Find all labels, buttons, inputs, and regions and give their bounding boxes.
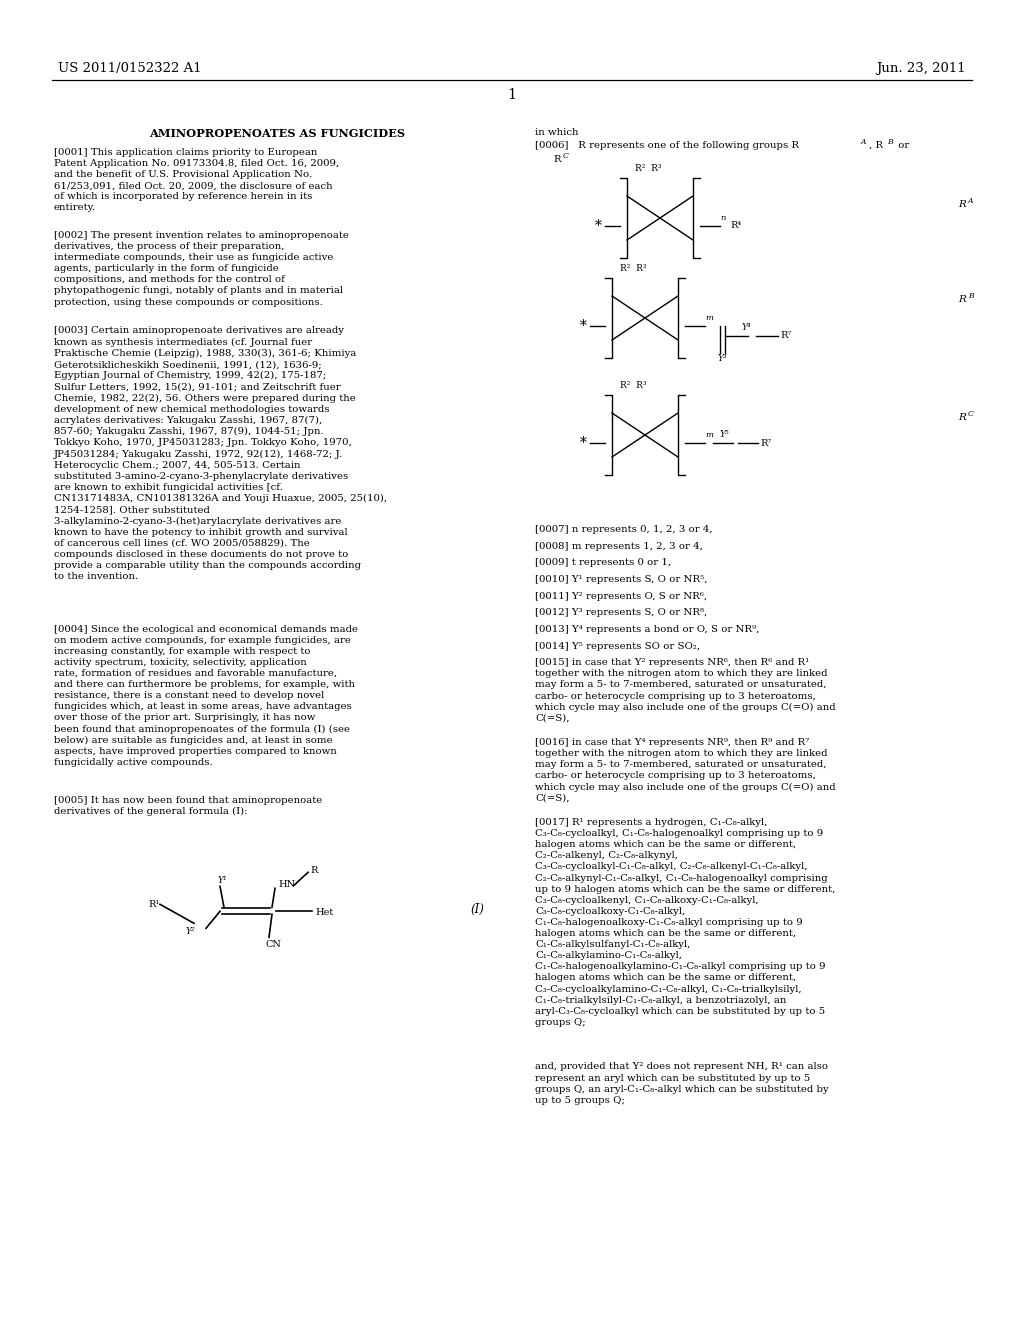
Text: C: C	[968, 411, 974, 418]
Text: [0012] Y³ represents S, O or NR⁸,: [0012] Y³ represents S, O or NR⁸,	[535, 609, 708, 618]
Text: (I): (I)	[470, 903, 484, 916]
Text: [0013] Y⁴ represents a bond or O, S or NR⁹,: [0013] Y⁴ represents a bond or O, S or N…	[535, 624, 760, 634]
Text: [0003] Certain aminopropenoate derivatives are already
known as synthesis interm: [0003] Certain aminopropenoate derivativ…	[54, 326, 387, 581]
Text: R: R	[310, 866, 317, 875]
Text: Y⁵: Y⁵	[720, 430, 730, 440]
Text: US 2011/0152322 A1: US 2011/0152322 A1	[58, 62, 202, 75]
Text: [0002] The present invention relates to aminopropenoate
derivatives, the process: [0002] The present invention relates to …	[54, 231, 349, 306]
Text: R⁴: R⁴	[730, 222, 741, 231]
Text: Y¹: Y¹	[218, 876, 227, 886]
Text: [0010] Y¹ represents S, O or NR⁵,: [0010] Y¹ represents S, O or NR⁵,	[535, 576, 708, 583]
Text: *: *	[580, 319, 587, 333]
Text: B: B	[887, 137, 893, 145]
Text: *: *	[595, 219, 602, 234]
Text: [0001] This application claims priority to European
Patent Application No. 09173: [0001] This application claims priority …	[54, 148, 339, 213]
Text: R: R	[958, 413, 966, 422]
Text: m: m	[705, 314, 713, 322]
Text: [0005] It has now been found that aminopropenoate
derivatives of the general for: [0005] It has now been found that aminop…	[54, 796, 323, 816]
Text: [0017] R¹ represents a hydrogen, C₁-C₈-alkyl,
C₃-C₈-cycloalkyl, C₁-C₈-halogenoal: [0017] R¹ represents a hydrogen, C₁-C₈-a…	[535, 818, 836, 1027]
Text: [0004] Since the ecological and economical demands made
on modem active compound: [0004] Since the ecological and economic…	[54, 624, 358, 767]
Text: R: R	[958, 201, 966, 209]
Text: and, provided that Y² does not represent NH, R¹ can also
represent an aryl which: and, provided that Y² does not represent…	[535, 1063, 828, 1105]
Text: [0008] m represents 1, 2, 3 or 4,: [0008] m represents 1, 2, 3 or 4,	[535, 541, 702, 550]
Text: *: *	[580, 436, 587, 450]
Text: [0014] Y⁵ represents SO or SO₂,: [0014] Y⁵ represents SO or SO₂,	[535, 642, 700, 651]
Text: , R: , R	[869, 141, 883, 149]
Text: AMINOPROPENOATES AS FUNGICIDES: AMINOPROPENOATES AS FUNGICIDES	[150, 128, 406, 139]
Text: B: B	[968, 292, 974, 300]
Text: Y⁴: Y⁴	[742, 323, 752, 333]
Text: Jun. 23, 2011: Jun. 23, 2011	[877, 62, 966, 75]
Text: [0006]   R represents one of the following groups R: [0006] R represents one of the following…	[535, 141, 799, 149]
Text: R⁷: R⁷	[760, 438, 771, 447]
Text: A: A	[968, 197, 974, 205]
Text: R¹: R¹	[148, 900, 160, 909]
Text: R²  R³: R² R³	[620, 381, 646, 389]
Text: in which: in which	[535, 128, 579, 137]
Text: Het: Het	[315, 908, 333, 917]
Text: [0016] in case that Y⁴ represents NR⁹, then R⁹ and R⁷
together with the nitrogen: [0016] in case that Y⁴ represents NR⁹, t…	[535, 738, 836, 803]
Text: CN: CN	[265, 940, 281, 949]
Text: R: R	[553, 154, 560, 164]
Text: [0009] t represents 0 or 1,: [0009] t represents 0 or 1,	[535, 558, 671, 568]
Text: [0015] in case that Y² represents NR⁶, then R⁶ and R¹
together with the nitrogen: [0015] in case that Y² represents NR⁶, t…	[535, 659, 836, 723]
Text: 1: 1	[508, 88, 516, 102]
Text: R²  R³: R² R³	[620, 264, 646, 273]
Text: R⁷: R⁷	[780, 331, 792, 341]
Text: m: m	[705, 432, 713, 440]
Text: [0011] Y² represents O, S or NR⁶,: [0011] Y² represents O, S or NR⁶,	[535, 591, 708, 601]
Text: [0007] n represents 0, 1, 2, 3 or 4,: [0007] n represents 0, 1, 2, 3 or 4,	[535, 525, 713, 535]
Text: n: n	[720, 214, 725, 222]
Text: R²  R³: R² R³	[635, 164, 662, 173]
Text: or: or	[895, 141, 909, 149]
Text: C: C	[563, 152, 569, 160]
Text: R: R	[958, 294, 966, 304]
Text: A: A	[861, 137, 866, 145]
Text: Y³: Y³	[717, 354, 727, 363]
Text: Y²: Y²	[186, 928, 196, 936]
Text: HN: HN	[278, 880, 295, 890]
